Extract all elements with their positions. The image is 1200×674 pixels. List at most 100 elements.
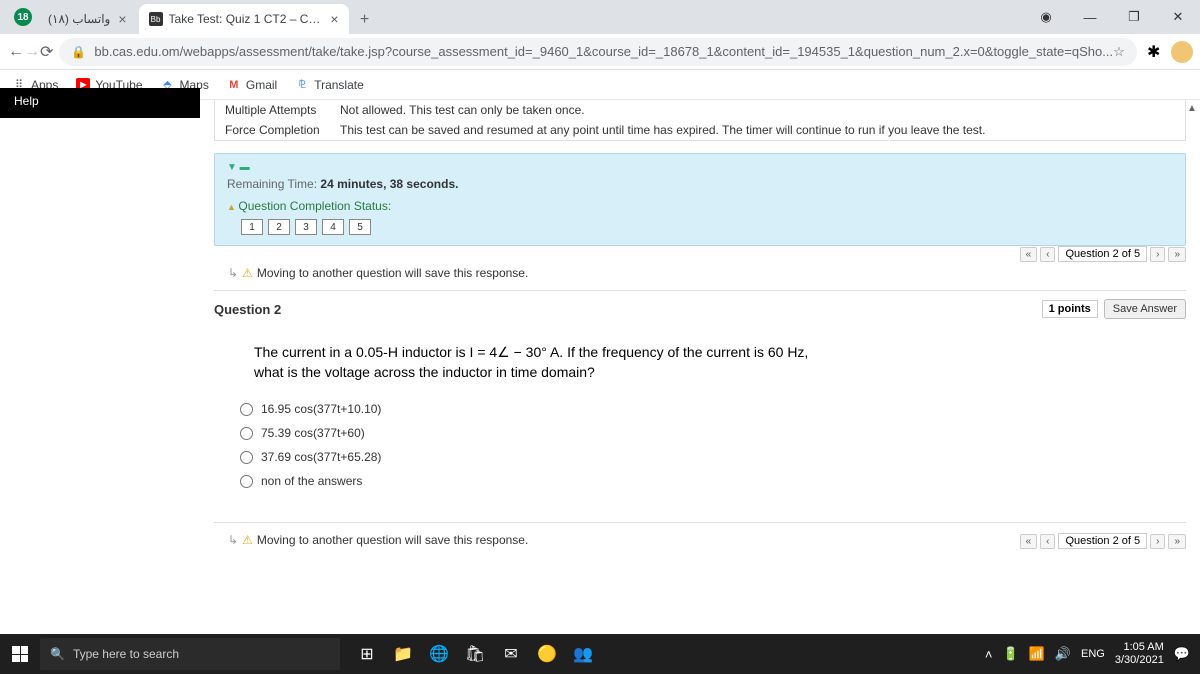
- profile-avatar[interactable]: [1171, 41, 1193, 63]
- question-title: Question 2: [214, 302, 281, 317]
- next-question-button[interactable]: ›: [1150, 534, 1165, 549]
- clock-date: 3/30/2021: [1115, 654, 1164, 667]
- teams-icon[interactable]: 👥: [566, 637, 600, 671]
- option-label: 37.69 cos(377t+65.28): [261, 450, 381, 464]
- task-view-icon[interactable]: ⊞: [350, 637, 384, 671]
- tab-title: Take Test: Quiz 1 CT2 – Circuits T: [169, 12, 323, 26]
- window-controls: ◉ — ❐ ✕: [1024, 0, 1200, 34]
- start-button[interactable]: [0, 646, 40, 662]
- warning-text: Moving to another question will save thi…: [257, 266, 528, 280]
- search-icon: 🔍: [50, 647, 65, 661]
- warning-icon: ⚠: [242, 266, 253, 280]
- question-position: Question 2 of 5: [1058, 533, 1147, 549]
- option-radio[interactable]: [240, 427, 253, 440]
- collapse-icon[interactable]: ▼ ▬: [227, 162, 1173, 173]
- wifi-icon[interactable]: 📶: [1029, 646, 1045, 662]
- question-box-3[interactable]: 3: [295, 219, 317, 235]
- last-question-button[interactable]: »: [1168, 534, 1186, 549]
- minimize-button[interactable]: —: [1068, 0, 1112, 34]
- question-box-5[interactable]: 5: [349, 219, 371, 235]
- new-tab-button[interactable]: +: [351, 6, 379, 34]
- remaining-time: Remaining Time: 24 minutes, 38 seconds.: [227, 177, 1173, 191]
- force-completion-row: Force CompletionThis test can be saved a…: [215, 120, 1185, 140]
- prev-question-button[interactable]: ‹: [1040, 247, 1055, 262]
- store-icon[interactable]: 🛍: [458, 637, 492, 671]
- bottom-nav-row: « ‹ Question 2 of 5 › » ⚠Moving to anoth…: [214, 522, 1186, 551]
- mail-icon[interactable]: ✉: [494, 637, 528, 671]
- prev-question-button[interactable]: ‹: [1040, 534, 1055, 549]
- help-tab[interactable]: Help: [0, 88, 200, 118]
- notification-badge: 18: [14, 8, 32, 26]
- clock[interactable]: 1:05 AM 3/30/2021: [1115, 641, 1164, 667]
- reload-button[interactable]: ⟳: [40, 38, 53, 66]
- bookmark-label: Translate: [314, 78, 364, 92]
- back-button[interactable]: ←: [8, 38, 24, 66]
- search-placeholder: Type here to search: [73, 647, 179, 661]
- browser-tab-whatsapp[interactable]: واتساب (١٨) ×: [38, 4, 137, 34]
- bookmark-translate[interactable]: ⅊Translate: [295, 78, 364, 92]
- first-question-button[interactable]: «: [1020, 534, 1038, 549]
- chrome-icon[interactable]: 🟡: [530, 637, 564, 671]
- option-radio[interactable]: [240, 451, 253, 464]
- option-1[interactable]: 16.95 cos(377t+10.10): [240, 402, 1186, 416]
- main-area: Multiple AttemptsNot allowed. This test …: [200, 100, 1200, 634]
- question-position: Question 2 of 5: [1058, 246, 1147, 262]
- taskbar-search[interactable]: 🔍 Type here to search: [40, 638, 340, 670]
- move-warning-bottom: ⚠Moving to another question will save th…: [228, 533, 1020, 547]
- save-answer-button[interactable]: Save Answer: [1104, 299, 1186, 319]
- edge-icon[interactable]: 🌐: [422, 637, 456, 671]
- forward-button[interactable]: →: [24, 38, 40, 66]
- multiple-attempts-row: Multiple AttemptsNot allowed. This test …: [215, 100, 1185, 120]
- close-window-button[interactable]: ✕: [1156, 0, 1200, 34]
- notifications-icon[interactable]: 💬: [1174, 646, 1190, 662]
- question-header: Question 2 1 points Save Answer: [214, 299, 1186, 319]
- bookmark-gmail[interactable]: MGmail: [227, 78, 277, 92]
- system-tray: ˄ 🔋 📶 🔊 ENG 1:05 AM 3/30/2021 💬: [985, 641, 1200, 667]
- restore-button[interactable]: ❐: [1112, 0, 1156, 34]
- attempts-text: Not allowed. This test can only be taken…: [340, 103, 585, 117]
- clock-time: 1:05 AM: [1115, 641, 1164, 654]
- move-warning-top: ⚠ Moving to another question will save th…: [228, 266, 1186, 280]
- favicon: Bb: [149, 12, 163, 26]
- address-bar: ← → ⟳ 🔒 bb.cas.edu.om/webapps/assessment…: [0, 34, 1200, 70]
- question-block: Question 2 1 points Save Answer The curr…: [214, 290, 1186, 559]
- record-indicator: ◉: [1024, 0, 1068, 34]
- test-info: Multiple AttemptsNot allowed. This test …: [214, 100, 1186, 141]
- close-icon[interactable]: ×: [118, 11, 126, 27]
- browser-tab-blackboard[interactable]: Bb Take Test: Quiz 1 CT2 – Circuits T ×: [139, 4, 349, 34]
- close-icon[interactable]: ×: [330, 11, 338, 27]
- option-label: non of the answers: [261, 474, 362, 488]
- force-label: Force Completion: [225, 123, 340, 137]
- question-body: The current in a 0.05-H inductor is I = …: [254, 343, 1146, 382]
- page-content: Help ▲ Multiple AttemptsNot allowed. Thi…: [0, 100, 1200, 634]
- first-question-button[interactable]: «: [1020, 247, 1038, 262]
- extension-icons: ✱ ⋮: [1143, 41, 1200, 63]
- left-margin: [0, 100, 200, 634]
- attempts-label: Multiple Attempts: [225, 103, 340, 117]
- question-box-4[interactable]: 4: [322, 219, 344, 235]
- lock-icon: 🔒: [71, 45, 86, 59]
- answer-options: 16.95 cos(377t+10.10) 75.39 cos(377t+60)…: [240, 402, 1186, 488]
- option-radio[interactable]: [240, 403, 253, 416]
- volume-icon[interactable]: 🔊: [1055, 646, 1071, 662]
- scroll-up-icon[interactable]: ▲: [1186, 102, 1198, 114]
- tray-chevron-icon[interactable]: ˄: [985, 647, 993, 662]
- next-question-button[interactable]: ›: [1150, 247, 1165, 262]
- completion-status-label[interactable]: Question Completion Status:: [227, 199, 1173, 213]
- option-3[interactable]: 37.69 cos(377t+65.28): [240, 450, 1186, 464]
- question-line-1: The current in a 0.05-H inductor is I = …: [254, 343, 1146, 363]
- extensions-button[interactable]: ✱: [1143, 41, 1165, 63]
- option-2[interactable]: 75.39 cos(377t+60): [240, 426, 1186, 440]
- battery-icon[interactable]: 🔋: [1002, 646, 1018, 662]
- last-question-button[interactable]: »: [1168, 247, 1186, 262]
- option-4[interactable]: non of the answers: [240, 474, 1186, 488]
- url-input[interactable]: 🔒 bb.cas.edu.om/webapps/assessment/take/…: [59, 38, 1136, 66]
- browser-tab-strip: 18 واتساب (١٨) × Bb Take Test: Quiz 1 CT…: [0, 0, 1200, 34]
- question-box-2[interactable]: 2: [268, 219, 290, 235]
- option-radio[interactable]: [240, 475, 253, 488]
- option-label: 16.95 cos(377t+10.10): [261, 402, 381, 416]
- language-indicator[interactable]: ENG: [1081, 648, 1105, 660]
- bookmark-star-icon[interactable]: ☆: [1113, 44, 1125, 60]
- file-explorer-icon[interactable]: 📁: [386, 637, 420, 671]
- question-box-1[interactable]: 1: [241, 219, 263, 235]
